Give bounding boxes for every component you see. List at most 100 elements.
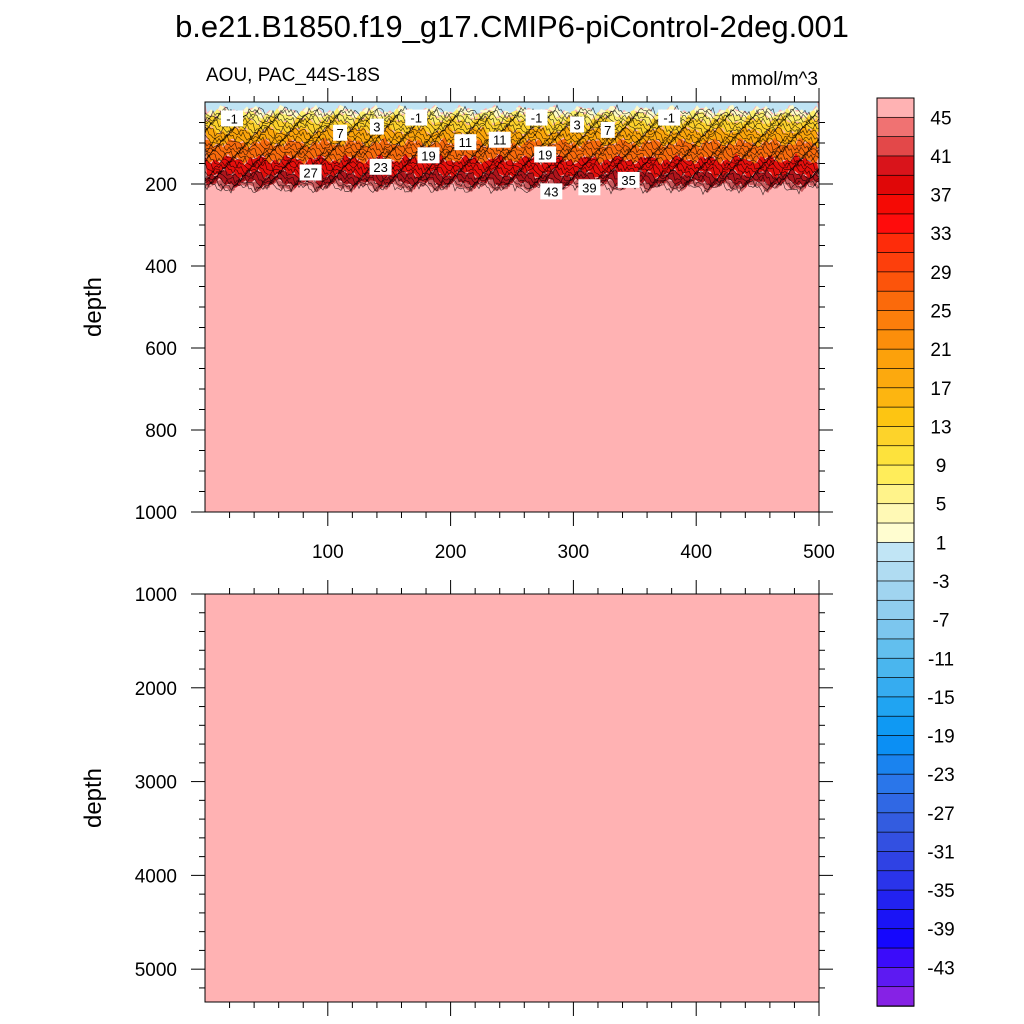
colorbar-box bbox=[876, 773, 915, 795]
colorbar-label: 45 bbox=[930, 108, 951, 129]
y-tick-label: 3000 bbox=[135, 773, 177, 794]
colorbar-box bbox=[876, 599, 915, 621]
colorbar-box bbox=[876, 329, 915, 350]
contour-line bbox=[204, 179, 820, 196]
colorbar-box bbox=[876, 754, 915, 775]
contour-line bbox=[204, 153, 820, 171]
contour-label: 7 bbox=[600, 121, 615, 138]
colorbar-box bbox=[876, 136, 915, 157]
colorbar-boxes bbox=[876, 97, 915, 1007]
colorbar-box bbox=[876, 522, 915, 544]
colorbar-label: 5 bbox=[936, 495, 947, 516]
contour-label-text: 7 bbox=[336, 126, 343, 141]
contour-label-text: 3 bbox=[373, 120, 380, 135]
contour-label-text: -1 bbox=[531, 111, 543, 126]
y-tick-label: 600 bbox=[145, 339, 177, 360]
contour-label-box bbox=[600, 121, 615, 138]
contour-label: 19 bbox=[417, 147, 440, 164]
colorbar-box bbox=[876, 793, 915, 814]
contour-label-box bbox=[570, 116, 585, 133]
contour-label-text: 7 bbox=[604, 123, 611, 138]
colorbar-box bbox=[876, 928, 915, 949]
colorbar-box bbox=[876, 638, 915, 660]
colorbar-label: 1 bbox=[936, 533, 947, 554]
colorbar-label: -15 bbox=[927, 688, 954, 709]
colorbar-box bbox=[876, 194, 915, 215]
colorbar-box bbox=[876, 870, 915, 891]
contour-line bbox=[204, 177, 820, 193]
contour-label-box bbox=[534, 146, 557, 163]
colorbar-box bbox=[876, 619, 915, 640]
contour-label-box bbox=[578, 179, 601, 196]
panel1: -1 7 3 -1 11 11 -1 3 7 -1 27 23 19 19 43 39 35 200 400 600… bbox=[80, 88, 835, 563]
contour-label-text: 35 bbox=[621, 173, 635, 188]
panel1-subtitle-right: mmol/m^3 bbox=[731, 69, 818, 90]
colorbar-box bbox=[876, 889, 915, 911]
colorbar-label: -11 bbox=[928, 649, 954, 670]
colorbar-box bbox=[876, 445, 915, 466]
colorbar-box bbox=[876, 947, 915, 969]
colorbar-label: -23 bbox=[927, 765, 954, 786]
contour-label-box bbox=[299, 164, 322, 181]
colorbar-label: 25 bbox=[930, 302, 951, 323]
y-tick-label: 400 bbox=[145, 257, 177, 278]
colorbar-box bbox=[876, 986, 915, 1007]
panel2-ticks: 1000 2000 3000 4000 5000 bbox=[135, 580, 833, 1016]
colorbar-box bbox=[876, 909, 915, 930]
colorbar-label: 21 bbox=[930, 340, 951, 361]
colorbar-label: 33 bbox=[930, 224, 951, 245]
colorbar-box bbox=[876, 310, 915, 331]
contour-label: -1 bbox=[658, 109, 681, 126]
contour-line bbox=[204, 150, 820, 167]
contour-label: -1 bbox=[221, 110, 244, 127]
colorbar-frame bbox=[876, 97, 915, 1007]
contour-label: 3 bbox=[570, 116, 585, 133]
colorbar-label: -7 bbox=[933, 611, 950, 632]
colorbar-label: -19 bbox=[927, 727, 954, 748]
colorbar-label: -39 bbox=[927, 920, 954, 941]
x-tick-label: 200 bbox=[435, 542, 467, 563]
colorbar-box bbox=[876, 368, 915, 389]
colorbar-box bbox=[876, 580, 915, 602]
colorbar-box bbox=[876, 232, 915, 254]
y-tick-label: 5000 bbox=[135, 960, 177, 981]
contour-label-text: 19 bbox=[421, 148, 435, 163]
contour-label-box bbox=[405, 109, 428, 126]
y-tick-label: 800 bbox=[145, 421, 177, 442]
contour-label: 19 bbox=[534, 146, 557, 163]
colorbar-box bbox=[876, 464, 915, 486]
contour-label-text: 27 bbox=[303, 166, 317, 181]
contour-label-text: -1 bbox=[410, 111, 422, 126]
colorbar-box bbox=[876, 174, 915, 196]
x-tick-label: 500 bbox=[803, 542, 835, 563]
contour-line bbox=[204, 137, 820, 153]
contour-label-box bbox=[617, 171, 640, 188]
colorbar-box bbox=[876, 831, 915, 853]
contour-label: -1 bbox=[525, 109, 548, 126]
contour-label: 11 bbox=[454, 134, 477, 151]
contour-label-text: 23 bbox=[373, 160, 387, 175]
y-tick-label: 2000 bbox=[135, 679, 177, 700]
contour-label-text: -1 bbox=[226, 111, 238, 126]
colorbar-box bbox=[876, 735, 915, 756]
panel2: 1000 2000 3000 4000 5000 depth bbox=[80, 580, 833, 1016]
colorbar-box bbox=[876, 387, 915, 408]
contour-label-box bbox=[369, 118, 384, 135]
x-tick-label: 400 bbox=[680, 542, 712, 563]
y-tick-label: 200 bbox=[145, 175, 177, 196]
colorbar-box bbox=[876, 696, 915, 717]
contour-line bbox=[204, 147, 820, 163]
colorbar-box bbox=[876, 541, 915, 563]
contour-label-box bbox=[454, 134, 477, 151]
colorbar-box bbox=[876, 561, 915, 582]
colorbar-box bbox=[876, 271, 915, 292]
contour-label-text: 39 bbox=[582, 180, 596, 195]
contour-label-box bbox=[369, 158, 392, 175]
contour-line bbox=[205, 118, 820, 133]
colorbar-label: 29 bbox=[930, 263, 951, 284]
contour-label-box bbox=[333, 124, 348, 141]
contour-label-text: 43 bbox=[544, 184, 558, 199]
contour-line bbox=[204, 173, 820, 190]
colorbar-box bbox=[876, 715, 915, 737]
layer-band bbox=[205, 182, 819, 512]
